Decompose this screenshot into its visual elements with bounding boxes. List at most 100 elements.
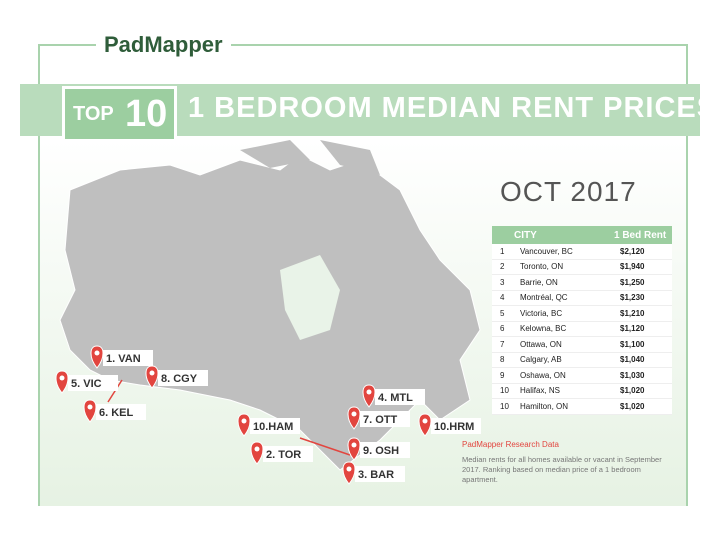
pin bbox=[237, 413, 251, 437]
header-cell: CITY bbox=[514, 229, 537, 241]
table-cell: $1,030 bbox=[620, 370, 645, 380]
map-label: 5. VIC bbox=[71, 378, 102, 390]
pin bbox=[250, 441, 264, 465]
table-cell: $1,020 bbox=[620, 401, 645, 411]
pin-dot bbox=[422, 418, 428, 424]
label-box bbox=[263, 446, 313, 462]
map-label: 4. MTL bbox=[378, 392, 413, 404]
table-row: 8 Calgary, AB $1,040 bbox=[492, 353, 672, 368]
table-cell: $1,230 bbox=[620, 293, 645, 303]
table-cell: 4 bbox=[500, 293, 505, 303]
pin-dot bbox=[94, 350, 100, 356]
map-label: 8. CGY bbox=[161, 373, 198, 385]
table-cell: Barrie, ON bbox=[520, 277, 558, 287]
table-row: 5 Victoria, BC $1,210 bbox=[492, 306, 672, 322]
table-cell: 7 bbox=[500, 339, 505, 349]
table-cell: $1,100 bbox=[620, 339, 645, 349]
table-row: 9 Oshawa, ON $1,030 bbox=[492, 368, 672, 384]
pin-dot bbox=[241, 418, 247, 424]
table-cell: Ottawa, ON bbox=[520, 339, 562, 349]
map-label: 9. OSH bbox=[363, 445, 399, 457]
table-cell: 5 bbox=[500, 308, 505, 318]
label-box bbox=[68, 375, 118, 391]
table-cell: Victoria, BC bbox=[520, 308, 563, 318]
pin bbox=[347, 437, 361, 461]
pin bbox=[362, 384, 376, 408]
pointer-line bbox=[299, 437, 351, 456]
pin-dot bbox=[149, 370, 155, 376]
table-row: 3 Barrie, ON $1,250 bbox=[492, 275, 672, 291]
top-box: TOP 10 bbox=[62, 86, 177, 142]
map-label: 10.HRM bbox=[434, 421, 474, 433]
arctic-island bbox=[240, 140, 310, 168]
table-cell: Montréal, QC bbox=[520, 293, 568, 303]
table-cell: 8 bbox=[500, 355, 505, 365]
table-row: 7 Ottawa, ON $1,100 bbox=[492, 337, 672, 353]
label-box bbox=[360, 411, 410, 427]
label-box bbox=[431, 418, 481, 434]
label-box bbox=[360, 442, 410, 458]
table-cell: $1,120 bbox=[620, 324, 645, 334]
arctic-island bbox=[320, 140, 380, 175]
table-cell: Hamilton, ON bbox=[520, 401, 569, 411]
table-cell: $1,210 bbox=[620, 308, 645, 318]
table-cell: 9 bbox=[500, 370, 505, 380]
pin bbox=[55, 370, 69, 394]
table-row: 1 Vancouver, BC $2,120 bbox=[492, 244, 672, 260]
table-cell: Halifax, NS bbox=[520, 386, 561, 396]
map-label: 10.HAM bbox=[253, 421, 293, 433]
pin bbox=[145, 365, 159, 389]
table-cell: $1,250 bbox=[620, 277, 645, 287]
table-cell: $1,040 bbox=[620, 355, 645, 365]
pin-dot bbox=[366, 389, 372, 395]
map-label: 3. BAR bbox=[358, 469, 394, 481]
label-box bbox=[375, 389, 425, 405]
table-cell: Kelowna, BC bbox=[520, 324, 567, 334]
date: OCT 2017 bbox=[500, 176, 637, 207]
table-cell: 1 bbox=[500, 246, 505, 256]
pin bbox=[83, 399, 97, 423]
source-title: PadMapper Research Data bbox=[462, 440, 559, 449]
table-cell: Calgary, AB bbox=[520, 355, 562, 365]
brand: PadMapper bbox=[96, 32, 231, 58]
map-label: 6. KEL bbox=[99, 407, 134, 419]
table-cell: Oshawa, ON bbox=[520, 370, 566, 380]
label-box bbox=[158, 370, 208, 386]
table-cell: 2 bbox=[500, 262, 505, 272]
pin bbox=[90, 345, 104, 369]
header-cell: 1 Bed Rent bbox=[614, 229, 667, 241]
table-cell: 10 bbox=[500, 386, 509, 396]
label-box bbox=[96, 404, 146, 420]
top-text: TOP bbox=[73, 103, 114, 125]
table-cell: $1,940 bbox=[620, 262, 645, 272]
pin bbox=[347, 406, 361, 430]
map-label: 7. OTT bbox=[363, 414, 398, 426]
table-row: 2 Toronto, ON $1,940 bbox=[492, 260, 672, 275]
table-cell: 3 bbox=[500, 277, 505, 287]
table-cell: Toronto, ON bbox=[520, 262, 564, 272]
table-row: 6 Kelowna, BC $1,120 bbox=[492, 322, 672, 337]
table-cell: $2,120 bbox=[620, 246, 645, 256]
source-note: Median rents for all homes available or … bbox=[462, 455, 662, 484]
map-label: 1. VAN bbox=[106, 353, 141, 365]
pin-dot bbox=[254, 446, 260, 452]
top-number: 10 bbox=[125, 93, 168, 135]
hudson-bay bbox=[280, 255, 340, 340]
table-header: CITY 1 Bed Rent bbox=[492, 226, 672, 244]
table-row: 4 Montréal, QC $1,230 bbox=[492, 291, 672, 306]
label-box bbox=[250, 418, 300, 434]
table-cell: 10 bbox=[500, 401, 509, 411]
pin bbox=[342, 461, 356, 485]
frame bbox=[38, 44, 688, 506]
pin-dot bbox=[346, 466, 352, 472]
table-cell: $1,020 bbox=[620, 386, 645, 396]
table-row: 10 Hamilton, ON $1,020 bbox=[492, 399, 672, 415]
label-box bbox=[355, 466, 405, 482]
rent-table: CITY 1 Bed Rent 1 Vancouver, BC $2,120 2 Tor… bbox=[492, 226, 672, 415]
pin-dot bbox=[87, 404, 93, 410]
label-box bbox=[103, 350, 153, 366]
table-row: 10 Halifax, NS $1,020 bbox=[492, 384, 672, 399]
map-label: 2. TOR bbox=[266, 449, 301, 461]
